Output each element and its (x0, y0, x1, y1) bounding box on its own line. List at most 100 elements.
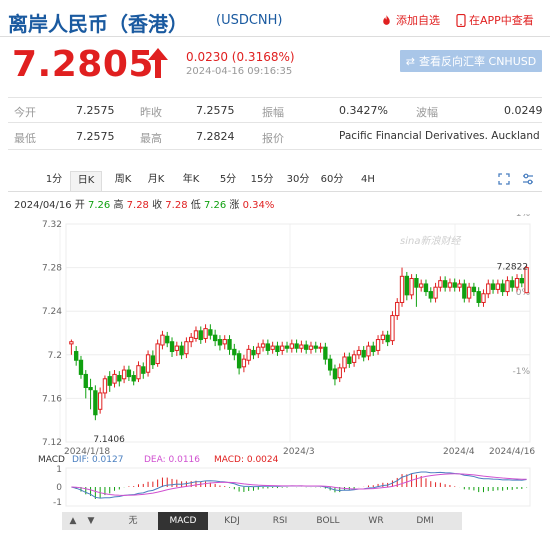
candle-body (212, 334, 218, 342)
candle-body (227, 339, 232, 350)
candle-body (351, 354, 357, 363)
candle-body (390, 315, 395, 342)
candle-body (399, 275, 405, 303)
indicator-rsi[interactable]: RSI (272, 516, 288, 526)
stat-value-low: 7.2575 (76, 130, 115, 143)
stats-divider-mid (8, 122, 542, 123)
plot-frame (65, 223, 531, 443)
tab-yearly[interactable]: 年K (182, 174, 200, 185)
current-price: 7.2805 (12, 44, 154, 85)
candle-body (462, 283, 467, 299)
candle-body (471, 286, 477, 293)
x-tick-label: 2024/3 (283, 447, 315, 457)
reverse-rate-label: 查看反向汇率 CNHUSD (419, 55, 537, 68)
candle-body (419, 283, 424, 288)
y-tick-label: 7.24 (42, 307, 62, 317)
macd-dea-label: DEA: 0.0116 (144, 455, 200, 465)
candle-body (232, 348, 237, 356)
candle-body (500, 283, 505, 293)
tab-15min[interactable]: 15分 (250, 174, 274, 185)
indicator-boll[interactable]: BOLL (316, 516, 340, 526)
candle-body (361, 349, 366, 358)
percent-axis-labels: 1% 0% -1% (512, 214, 530, 377)
candle-body (136, 365, 141, 380)
stat-value-amplitude: 0.3427% (339, 104, 388, 117)
reverse-rate-button[interactable]: ⇄ 查看反向汇率 CNHUSD (400, 50, 542, 72)
stat-label-low: 最低 (14, 132, 36, 145)
tab-monthly[interactable]: 月K (147, 174, 165, 185)
candle-body (327, 358, 333, 371)
tab-30min[interactable]: 30分 (286, 174, 310, 185)
percent-tick-label: -1% (512, 367, 530, 377)
header-divider (0, 36, 550, 37)
candle-body (208, 329, 213, 336)
ohlc-chg: 0.34% (242, 200, 275, 211)
candle-body (519, 278, 524, 284)
stat-label-amplitude: 振幅 (262, 106, 284, 119)
candle-body (442, 280, 448, 288)
candle-body (337, 367, 342, 379)
indicator-none[interactable]: 无 (128, 516, 138, 526)
page-title: 离岸人民币（香港） (8, 12, 188, 36)
candle-body (112, 373, 117, 384)
candle-body (313, 345, 318, 349)
indicator-next-button[interactable]: ▼ (87, 516, 95, 526)
ohlc-open-label: 开 (74, 200, 85, 211)
price-chart[interactable]: sina新浪财经 7.32 7.28 7.24 7.2 7.16 7.12 1% 0% -1%… (0, 214, 550, 510)
candle-body (289, 343, 294, 349)
stat-value-range: 0.0249 (504, 104, 543, 117)
candle-body (102, 378, 108, 394)
candle-body (97, 392, 103, 410)
candle-body (438, 280, 443, 288)
percent-tick-label: 1% (516, 214, 531, 219)
tab-60min[interactable]: 60分 (320, 174, 344, 185)
candle-body (160, 334, 165, 346)
stat-label-range: 波幅 (416, 106, 438, 119)
x-tick-label: 2024/4 (443, 447, 475, 457)
open-in-app-button[interactable]: 在APP中查看 (456, 12, 534, 28)
candle-body (74, 351, 79, 361)
candle-body (375, 339, 381, 351)
indicator-prev-button[interactable]: ▲ (69, 516, 77, 526)
indicator-macd[interactable]: MACD (158, 512, 208, 530)
macd-tick-label: 0 (56, 483, 62, 493)
tab-1min[interactable]: 1分 (45, 174, 63, 185)
candle-body (433, 286, 438, 299)
candle-body (409, 278, 414, 296)
tab-daily[interactable]: 日K (70, 171, 102, 191)
indicator-dmi[interactable]: DMI (416, 516, 434, 526)
x-tick-label: 2024/4/16 (489, 447, 535, 457)
candle-body (126, 369, 132, 378)
tab-weekly[interactable]: 周K (114, 174, 132, 185)
candle-body (270, 345, 275, 350)
y-tick-label: 7.32 (42, 220, 62, 230)
ohlc-low-label: 低 (190, 200, 201, 211)
indicator-kdj[interactable]: KDJ (224, 516, 240, 526)
chart-grid (59, 223, 531, 443)
tab-5min[interactable]: 5分 (219, 174, 237, 185)
candle-body (299, 344, 304, 349)
candle-body (495, 283, 501, 290)
add-favorite-button[interactable]: 添加自选 (380, 12, 440, 28)
phone-icon (456, 13, 466, 27)
candle-body (174, 345, 179, 351)
candle-body (83, 373, 88, 388)
fullscreen-icon[interactable] (498, 173, 510, 185)
y-tick-label: 7.16 (42, 394, 62, 404)
indicator-wr[interactable]: WR (368, 516, 384, 526)
candle-body (169, 341, 175, 353)
settings-icon[interactable] (521, 173, 535, 185)
ohlc-low: 7.26 (203, 200, 227, 211)
y-axis-labels: 7.32 7.28 7.24 7.2 7.16 7.12 (42, 220, 62, 448)
ohlc-chg-label: 涨 (229, 200, 240, 211)
candle-body (356, 349, 362, 356)
candle-body (428, 291, 433, 299)
macd-dea-line (71, 473, 527, 496)
candle-body (308, 345, 314, 350)
candle-body (280, 345, 285, 351)
candle-body (78, 359, 84, 375)
candle-body (395, 301, 400, 317)
candlesticks (69, 265, 529, 421)
tab-4h[interactable]: 4H (361, 174, 375, 185)
candle-body (514, 278, 520, 288)
